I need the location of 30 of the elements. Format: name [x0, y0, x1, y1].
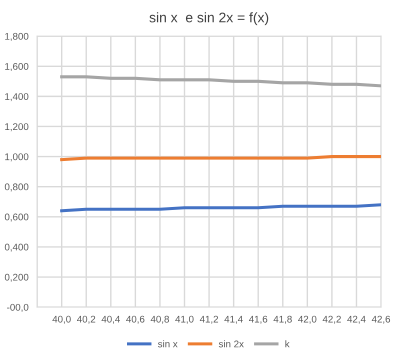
- legend-label: sin x: [158, 340, 178, 348]
- y-tick-label: 1,600: [5, 62, 28, 72]
- y-tick-label: 0,600: [4, 214, 28, 222]
- x-tick-label: 42,6: [372, 316, 390, 324]
- x-tick-label: 42,2: [322, 316, 341, 324]
- legend-label: k: [285, 340, 290, 348]
- y-tick-label: 0,200: [4, 274, 28, 282]
- legend-label: sin 2x: [218, 340, 244, 348]
- y-tick-label: -00,0: [7, 304, 28, 312]
- x-tick-label: 41,6: [248, 316, 268, 324]
- x-tick-label: 40,2: [77, 316, 96, 324]
- x-tick-label: 42,4: [347, 316, 366, 324]
- y-tick-label: 1,000: [5, 153, 28, 162]
- line-series: [60, 75, 382, 88]
- x-tick-label: 40,8: [150, 316, 169, 324]
- y-tick-label: 1,800: [5, 32, 28, 41]
- x-tick-label: 40,6: [126, 316, 144, 324]
- x-tick-label: 41,4: [224, 316, 243, 324]
- line-series: [60, 203, 382, 212]
- x-tick-label: 41,0: [175, 316, 194, 324]
- x-tick-label: 40,4: [102, 316, 120, 324]
- y-tick-label: 0,400: [4, 244, 28, 252]
- y-tick-label: 0,800: [4, 183, 28, 192]
- chart-title: sin x e sin 2x = f(x): [149, 12, 268, 26]
- y-tick-label: 1,200: [5, 123, 28, 132]
- x-tick-label: 41,8: [274, 316, 292, 324]
- x-tick-label: 40,0: [52, 316, 71, 324]
- x-tick-label: 41,2: [200, 316, 218, 324]
- y-tick-label: 1,400: [5, 93, 28, 102]
- x-tick-label: 42,0: [298, 316, 316, 324]
